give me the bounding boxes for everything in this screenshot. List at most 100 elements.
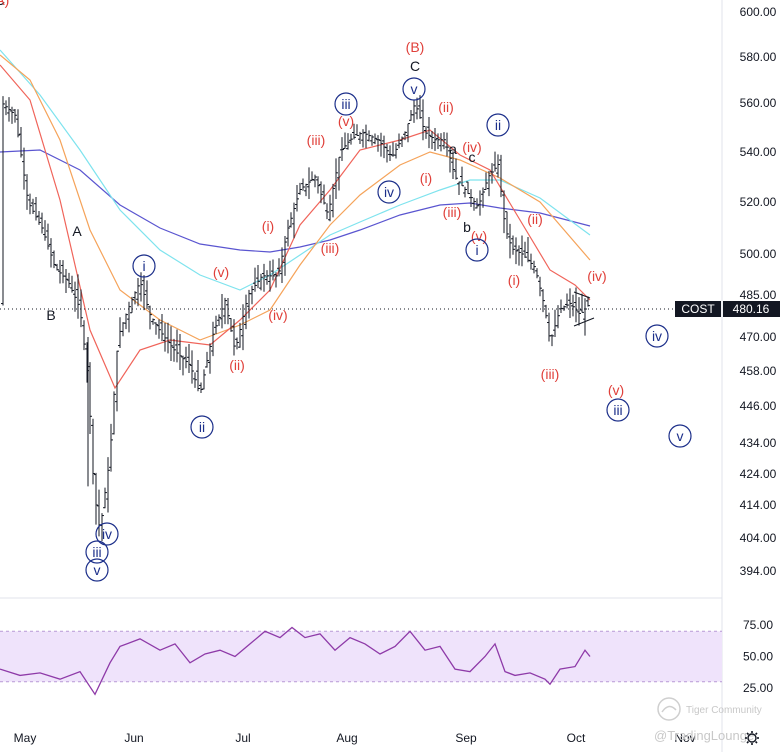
price-bar: [460, 166, 464, 187]
price-tick-label: 580.00: [740, 50, 777, 64]
price-bar: [535, 268, 539, 279]
price-tick-label: 434.00: [740, 436, 777, 450]
price-bar: [49, 238, 53, 268]
price-bar: [256, 264, 260, 289]
svg-text:(v): (v): [471, 228, 487, 244]
price-bar: [202, 369, 206, 390]
price-bar: [277, 258, 281, 277]
price-bar: [310, 171, 314, 182]
price-bar: [577, 297, 581, 326]
price-bar: [400, 136, 404, 148]
price-tick-label: 458.00: [740, 364, 777, 378]
price-bar: [559, 299, 563, 313]
svg-text:B: B: [46, 307, 55, 323]
gear-icon[interactable]: [745, 731, 759, 745]
price-bar: [304, 183, 308, 197]
price-bar: [175, 329, 179, 363]
price-bar: [214, 315, 218, 334]
svg-text:iii: iii: [341, 96, 350, 112]
price-bar: [136, 278, 140, 307]
price-bar: [490, 163, 494, 184]
price-bar: [226, 298, 230, 325]
wave-label: iv: [95, 522, 119, 546]
price-bar: [550, 334, 554, 347]
price-bar: [166, 322, 170, 354]
price-bar: [115, 350, 119, 412]
svg-text:(iv): (iv): [268, 307, 287, 323]
wave-label: (ii): [438, 99, 454, 115]
price-bar: [319, 181, 323, 204]
price-bar: [457, 181, 461, 195]
price-bar: [172, 338, 176, 362]
wave-label: iii: [606, 398, 630, 422]
wave-label: (v): [471, 228, 487, 244]
price-bar: [205, 351, 209, 368]
svg-text:(ii): (ii): [527, 211, 543, 227]
price-tick-label: 424.00: [740, 467, 777, 481]
svg-text:(ii): (ii): [229, 357, 245, 373]
price-bar: [253, 267, 257, 292]
wave-label: (ii): [229, 357, 245, 373]
price-bar: [541, 289, 545, 313]
wave-label: (i): [262, 218, 274, 234]
price-bar: [547, 312, 551, 342]
price-bar: [571, 294, 575, 317]
price-bar: [487, 170, 491, 197]
price-bars: [1, 95, 595, 542]
price-bar: [262, 263, 266, 292]
price-bar: [154, 322, 158, 335]
rsi-line-path: [0, 626, 591, 696]
price-bar: [163, 322, 167, 352]
price-bar: [229, 318, 233, 332]
price-tick-label: 470.00: [740, 330, 777, 344]
svg-text:c: c: [469, 149, 476, 165]
price-bar: [448, 147, 452, 173]
price-tick-label: 485.00: [740, 288, 777, 302]
wave-label: (i): [420, 170, 432, 186]
price-bar: [397, 133, 401, 149]
wave-label: (iv): [462, 139, 481, 155]
price-bar: [343, 132, 347, 150]
price-bar: [415, 97, 419, 120]
price-bar: [106, 457, 110, 513]
price-bar: [544, 304, 548, 319]
time-tick-label: Sep: [455, 731, 477, 745]
price-bar: [433, 128, 437, 151]
price-bar: [316, 176, 320, 194]
svg-text:i: i: [475, 242, 478, 258]
wave-label: iii: [85, 540, 109, 564]
time-tick-label: Aug: [336, 731, 357, 745]
price-bar: [223, 297, 227, 325]
price-bar: [34, 196, 38, 221]
time-tick-label: Jun: [124, 731, 143, 745]
price-tick-label: 414.00: [740, 498, 777, 512]
wave-label: A: [72, 223, 82, 239]
price-bar: [124, 313, 128, 330]
price-bar: [142, 275, 146, 311]
rsi-band-fill: [0, 631, 722, 682]
price-bar: [586, 296, 590, 307]
svg-text:iv: iv: [102, 526, 112, 542]
price-bar: [376, 135, 380, 152]
price-bar: [82, 320, 86, 351]
price-bar: [187, 343, 191, 373]
price-bar: [25, 174, 29, 210]
price-bar: [583, 298, 587, 336]
time-tick-label: Oct: [567, 731, 586, 745]
price-bar: [22, 147, 26, 190]
price-bar: [235, 337, 239, 350]
price-bar: [280, 247, 284, 283]
svg-text:(i): (i): [508, 272, 520, 288]
price-tick-label: 540.00: [740, 145, 777, 159]
price-bar: [562, 305, 566, 311]
price-bar: [445, 132, 449, 157]
rsi-tick-label: 25.00: [743, 681, 773, 695]
price-bar: [151, 318, 155, 325]
price-bar: [442, 132, 446, 150]
svg-text:(i): (i): [262, 218, 274, 234]
price-bar: [337, 156, 341, 191]
svg-text:(iii): (iii): [307, 132, 326, 148]
price-bar: [301, 178, 305, 191]
price-bar: [169, 326, 173, 361]
price-bar: [349, 133, 353, 145]
